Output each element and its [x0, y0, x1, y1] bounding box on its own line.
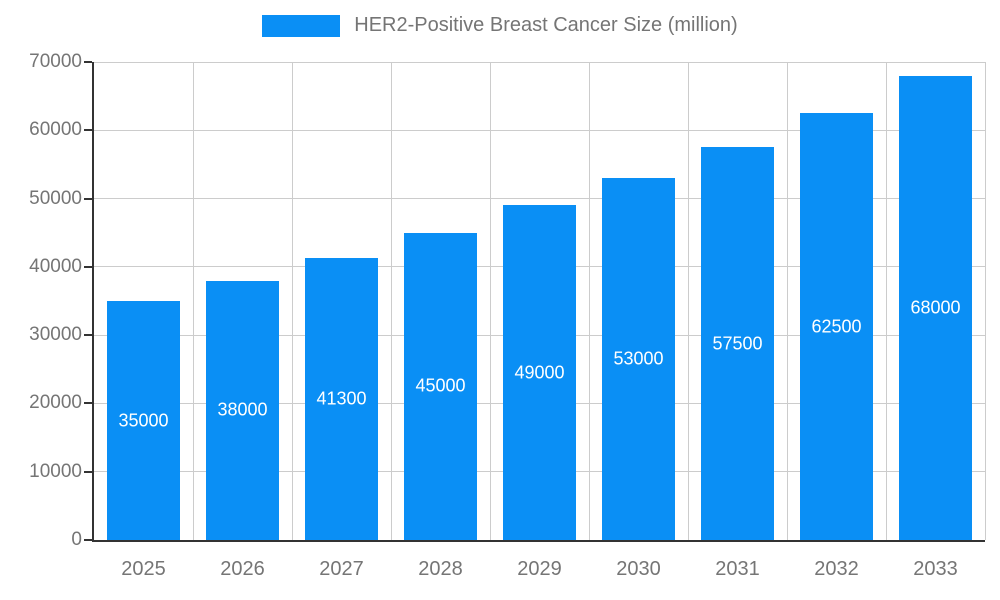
- grid-line-v: [588, 62, 590, 540]
- grid-line-h: [94, 198, 985, 200]
- legend: HER2-Positive Breast Cancer Size (millio…: [0, 14, 1000, 37]
- bar: 53000: [602, 178, 675, 540]
- y-tick-label: 30000: [29, 324, 82, 346]
- bar: 57500: [701, 147, 774, 540]
- bar-value-label: 68000: [910, 297, 961, 318]
- bar-value-label: 38000: [217, 399, 268, 420]
- bar-value-label: 53000: [613, 348, 664, 369]
- plot-area: 35000 38000 41300 45000 49000 53000 57500 62500…: [84, 61, 986, 542]
- y-tick-mark: [84, 470, 92, 473]
- grid-line-h: [94, 61, 985, 63]
- bar-value-label: 35000: [118, 410, 169, 430]
- bar-value-label: 57500: [712, 333, 763, 354]
- grid-line-v: [786, 62, 788, 540]
- y-tick-label: 20000: [29, 392, 82, 414]
- y-tick-label: 0: [71, 529, 82, 550]
- y-tick-mark: [84, 334, 92, 337]
- x-tick-label: 2029: [517, 558, 562, 580]
- y-tick-label: 10000: [29, 460, 82, 482]
- y-tick-mark: [84, 539, 92, 541]
- bar-value-label: 45000: [415, 375, 466, 396]
- bar: 35000: [107, 301, 180, 540]
- x-tick-label: 2027: [319, 558, 364, 580]
- bar-value-label: 62500: [811, 316, 862, 337]
- x-tick-label: 2033: [913, 558, 958, 580]
- x-tick-label: 2028: [418, 558, 463, 580]
- y-tick-mark: [84, 402, 92, 405]
- bar-value-label: 49000: [514, 362, 565, 383]
- legend-label: HER2-Positive Breast Cancer Size (millio…: [354, 14, 738, 36]
- bar: 45000: [404, 232, 477, 540]
- grid-line-v: [687, 62, 689, 540]
- y-tick-label: 40000: [29, 255, 82, 277]
- x-tick-label: 2031: [715, 558, 760, 580]
- x-tick-label: 2026: [220, 558, 265, 580]
- grid-line-h: [94, 129, 985, 131]
- grid-line-v: [390, 62, 392, 540]
- x-tick-label: 2030: [616, 558, 661, 580]
- y-tick-mark: [84, 197, 92, 200]
- y-axis-labels: 0 10000 20000 30000 40000 50000 60000 70000: [0, 51, 82, 550]
- x-tick-label: 2032: [814, 558, 859, 580]
- y-tick-mark: [84, 61, 92, 63]
- y-tick-mark: [84, 265, 92, 268]
- bar: 49000: [503, 205, 576, 540]
- y-tick-mark: [84, 129, 92, 132]
- bar: 62500: [800, 113, 873, 540]
- y-tick-label: 70000: [29, 51, 82, 72]
- legend-swatch: [262, 14, 341, 37]
- x-axis-labels: 2025 2026 2027 2028 2029 2030 2031 2032 2033: [94, 558, 985, 588]
- grid-line-v: [489, 62, 491, 540]
- bar: 38000: [206, 280, 279, 540]
- bar-value-label: 41300: [316, 388, 367, 409]
- y-tick-label: 60000: [29, 119, 82, 141]
- bar: 41300: [305, 257, 378, 540]
- x-tick-label: 2025: [121, 558, 166, 580]
- grid-line-v: [192, 62, 194, 540]
- grid-line-v: [984, 62, 986, 540]
- grid-line-v: [291, 62, 293, 540]
- grid-line-v: [885, 62, 887, 540]
- y-tick-label: 50000: [29, 187, 82, 209]
- bar: 68000: [899, 75, 972, 540]
